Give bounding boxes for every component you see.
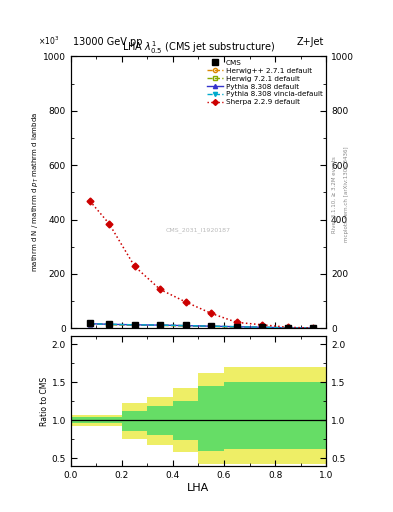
Legend: CMS, Herwig++ 2.7.1 default, Herwig 7.2.1 default, Pythia 8.308 default, Pythia : CMS, Herwig++ 2.7.1 default, Herwig 7.2.… — [206, 58, 324, 106]
Y-axis label: Ratio to CMS: Ratio to CMS — [40, 377, 49, 425]
Y-axis label: mathrm d N / mathrm d $p_T$ mathrm d lambda: mathrm d N / mathrm d $p_T$ mathrm d lam… — [31, 112, 42, 272]
Text: Rivet 3.1.10, ≥ 3.2M events: Rivet 3.1.10, ≥ 3.2M events — [332, 156, 337, 233]
Text: $\times10^3$: $\times10^3$ — [38, 34, 59, 47]
Title: LHA $\lambda^{1}_{0.5}$ (CMS jet substructure): LHA $\lambda^{1}_{0.5}$ (CMS jet substru… — [122, 39, 275, 56]
Text: 13000 GeV pp: 13000 GeV pp — [73, 37, 143, 47]
X-axis label: LHA: LHA — [187, 482, 209, 493]
Text: mcplots.cern.ch [arXiv:1306.3436]: mcplots.cern.ch [arXiv:1306.3436] — [344, 147, 349, 242]
Text: CMS_2031_I1920187: CMS_2031_I1920187 — [166, 227, 231, 233]
Text: Z+Jet: Z+Jet — [296, 37, 323, 47]
